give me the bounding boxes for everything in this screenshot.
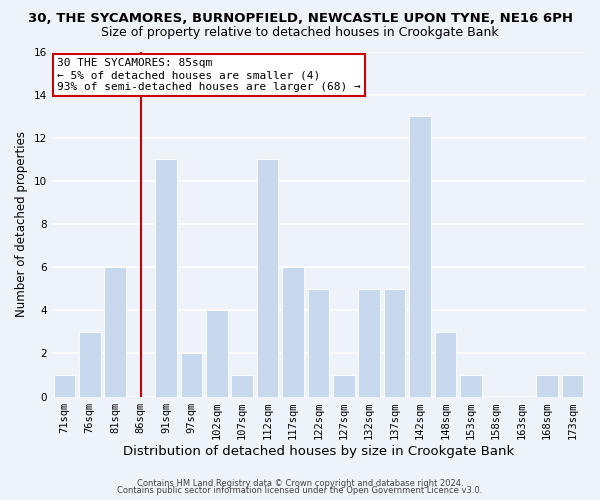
Bar <box>155 160 177 396</box>
Text: 30 THE SYCAMORES: 85sqm
← 5% of detached houses are smaller (4)
93% of semi-deta: 30 THE SYCAMORES: 85sqm ← 5% of detached… <box>57 58 361 92</box>
Text: Contains HM Land Registry data © Crown copyright and database right 2024.: Contains HM Land Registry data © Crown c… <box>137 478 463 488</box>
Bar <box>53 375 75 396</box>
Bar <box>282 267 304 396</box>
Bar <box>536 375 557 396</box>
Bar <box>434 332 456 396</box>
Bar <box>104 267 126 396</box>
Bar <box>384 288 406 397</box>
Text: 30, THE SYCAMORES, BURNOPFIELD, NEWCASTLE UPON TYNE, NE16 6PH: 30, THE SYCAMORES, BURNOPFIELD, NEWCASTL… <box>28 12 572 26</box>
Bar <box>79 332 101 396</box>
Bar <box>206 310 227 396</box>
X-axis label: Distribution of detached houses by size in Crookgate Bank: Distribution of detached houses by size … <box>123 444 514 458</box>
Bar <box>460 375 482 396</box>
Bar <box>358 288 380 397</box>
Bar <box>333 375 355 396</box>
Y-axis label: Number of detached properties: Number of detached properties <box>15 131 28 317</box>
Bar <box>409 116 431 396</box>
Bar <box>232 375 253 396</box>
Bar <box>308 288 329 397</box>
Text: Size of property relative to detached houses in Crookgate Bank: Size of property relative to detached ho… <box>101 26 499 39</box>
Bar <box>257 160 278 396</box>
Bar <box>181 354 202 397</box>
Bar <box>562 375 583 396</box>
Text: Contains public sector information licensed under the Open Government Licence v3: Contains public sector information licen… <box>118 486 482 495</box>
